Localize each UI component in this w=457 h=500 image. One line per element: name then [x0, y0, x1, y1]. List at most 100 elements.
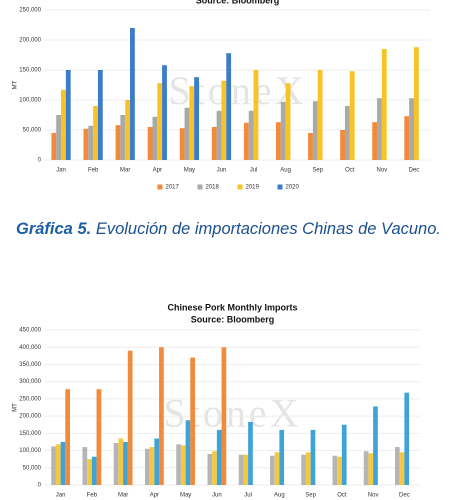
bar	[301, 454, 306, 485]
x-tick-label: Mar	[120, 168, 130, 174]
bar	[248, 421, 253, 485]
x-tick-label: Apr	[153, 168, 162, 174]
x-tick-label: May	[184, 168, 195, 174]
bar	[61, 89, 66, 160]
bar	[211, 127, 217, 160]
bar	[87, 459, 92, 485]
bar	[60, 441, 66, 485]
bar	[226, 53, 232, 161]
bar	[377, 98, 382, 160]
chart-subtitle: Source: Bloomberg	[196, 0, 280, 5]
x-tick-label: Oct	[345, 168, 355, 174]
bar	[145, 448, 150, 485]
legend-label: 2017	[166, 185, 180, 191]
bar	[51, 133, 57, 160]
bar	[180, 445, 186, 485]
bar	[270, 455, 275, 485]
chart: Chinese Pork Monthly Imports Source: Bloo…	[13, 302, 420, 499]
bar	[152, 116, 158, 160]
bar	[381, 49, 387, 160]
bar	[372, 122, 378, 160]
bar	[404, 116, 410, 160]
y-tick-label: 50,000	[23, 465, 42, 471]
bar	[363, 451, 369, 485]
bar	[157, 83, 163, 160]
y-tick-label: 50,000	[23, 128, 42, 134]
bar	[349, 71, 355, 160]
legend-swatch	[157, 184, 163, 190]
x-tick-label: Dec	[409, 168, 420, 174]
bar	[243, 454, 249, 485]
bar	[96, 389, 102, 485]
bar	[97, 70, 103, 160]
legend-swatch	[237, 184, 243, 190]
watermark: StoneX	[164, 391, 302, 436]
y-tick-label: 0	[38, 158, 42, 164]
y-tick-label: 400,000	[19, 345, 41, 351]
bar	[130, 28, 135, 160]
bar	[253, 70, 259, 160]
bar	[368, 453, 374, 485]
y-tick-label: 450,000	[19, 328, 41, 334]
y-tick-label: 0	[38, 483, 42, 489]
legend-label: 2019	[246, 185, 260, 191]
bar	[340, 130, 345, 160]
y-tick-label: 250,000	[19, 8, 41, 14]
x-tick-label: Dec	[399, 493, 410, 499]
x-tick-label: Feb	[88, 168, 99, 174]
y-tick-label: 200,000	[19, 414, 41, 420]
x-tick-label: Jul	[250, 168, 258, 174]
bar	[332, 455, 338, 485]
y-axis-label: MT	[13, 403, 19, 412]
bar	[279, 429, 285, 485]
x-tick-label: Oct	[337, 493, 347, 499]
x-tick-label: Jun	[212, 493, 222, 499]
bar	[373, 406, 378, 485]
bar	[409, 98, 414, 160]
bar	[185, 420, 191, 485]
bar	[176, 444, 181, 485]
bar	[248, 110, 254, 160]
legend-label: 2020	[286, 185, 300, 191]
bar	[51, 446, 56, 485]
bar	[285, 83, 291, 160]
bar	[216, 429, 222, 485]
x-tick-label: Mar	[118, 493, 128, 499]
x-tick-label: Apr	[150, 493, 159, 499]
x-tick-label: Jul	[244, 493, 252, 499]
bar	[337, 456, 342, 485]
x-tick-label: Feb	[87, 493, 98, 499]
bar	[221, 80, 227, 160]
bar	[344, 106, 350, 160]
legend-swatch	[197, 184, 203, 190]
caption-text: Evolución de importaciones Chinas de Vac…	[95, 220, 441, 238]
y-tick-label: 200,000	[19, 38, 41, 44]
bar	[65, 389, 70, 485]
x-tick-label: Sep	[305, 493, 316, 499]
y-tick-label: 350,000	[19, 362, 41, 368]
bar	[113, 442, 119, 485]
bar	[91, 456, 97, 485]
bar	[395, 447, 400, 485]
bar	[162, 65, 167, 160]
bar	[83, 128, 89, 160]
bar	[212, 451, 217, 485]
x-tick-label: Jan	[56, 168, 66, 174]
y-tick-label: 250,000	[19, 396, 41, 402]
chart-title: Chinese Pork Monthly Imports	[167, 302, 297, 312]
bar	[189, 86, 195, 160]
caption-label: Gráfica 5.	[16, 220, 92, 238]
bar	[65, 70, 71, 160]
bar	[404, 392, 410, 485]
x-tick-label: Nov	[377, 168, 388, 174]
bar	[127, 350, 133, 485]
y-tick-label: 300,000	[19, 379, 41, 385]
bar	[154, 438, 160, 485]
y-tick-label: 100,000	[19, 448, 41, 454]
bar	[305, 452, 311, 485]
bar	[274, 452, 280, 485]
x-tick-label: Jan	[56, 493, 66, 499]
bar	[184, 107, 190, 160]
bar	[312, 101, 318, 160]
